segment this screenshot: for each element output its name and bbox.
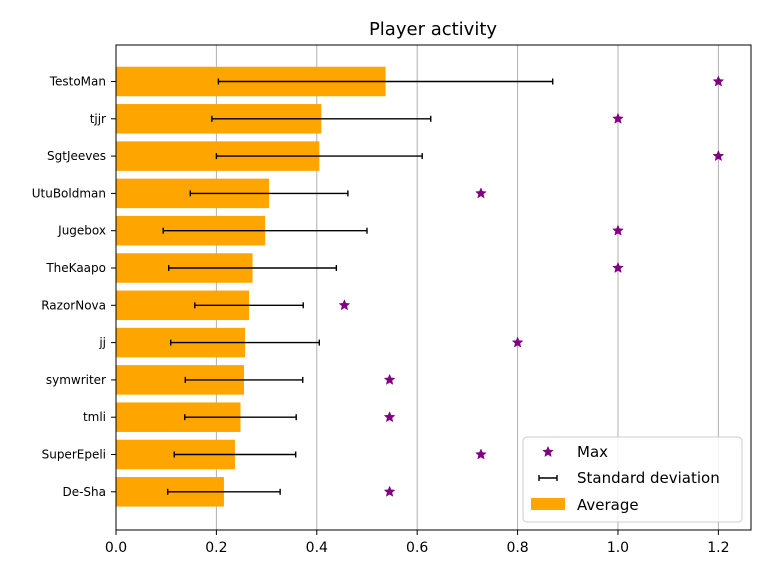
- x-tick-label: 0.2: [205, 540, 227, 556]
- plot-frame: [115, 44, 752, 531]
- stddev-errorbars: [162, 78, 554, 495]
- x-tick-label: 0.0: [105, 540, 127, 556]
- max-star-marker: [383, 485, 396, 497]
- category-label: symwriter: [46, 373, 106, 387]
- max-star-marker: [511, 336, 524, 348]
- category-label: Jugebox: [57, 224, 106, 238]
- max-star-marker: [712, 75, 725, 87]
- x-tick-label: 0.6: [406, 540, 428, 556]
- max-star-marker: [383, 411, 396, 423]
- category-label: tmli: [83, 410, 106, 424]
- category-label: SgtJeeves: [47, 149, 106, 163]
- y-axis-ticks: TestoMan tjjr SgtJeeves UtuBoldman Jugebox Th…: [32, 75, 116, 499]
- legend-label-stddev: Standard deviation: [577, 469, 720, 487]
- legend-box: [522, 436, 743, 523]
- category-label: De-Sha: [62, 485, 106, 499]
- max-markers: [338, 75, 725, 497]
- x-tick-label: 1.2: [707, 540, 729, 556]
- legend-label-max: Max: [577, 443, 608, 461]
- x-tick-label: 1.0: [607, 540, 629, 556]
- chart-title: Player activity: [369, 19, 497, 40]
- category-label: TestoMan: [49, 75, 106, 89]
- category-label: RazorNova: [41, 298, 106, 312]
- category-label: jj: [98, 336, 106, 350]
- legend-star-marker: [542, 445, 554, 457]
- category-label: tjjr: [90, 112, 106, 126]
- x-tick-label: 0.8: [506, 540, 528, 556]
- max-star-marker: [475, 187, 487, 199]
- max-star-marker: [338, 299, 351, 311]
- category-label: UtuBoldman: [32, 186, 106, 200]
- x-axis-ticks: 0.0 0.2 0.4 0.6 0.8 1.0 1.2: [105, 530, 730, 556]
- average-bars: [116, 66, 386, 507]
- category-label: TheKaapo: [45, 261, 106, 275]
- category-label: SuperEpeli: [42, 448, 106, 462]
- legend-label-average: Average: [577, 496, 639, 514]
- legend-average-swatch: [531, 498, 565, 510]
- max-star-marker: [612, 261, 624, 273]
- max-star-marker: [612, 112, 624, 124]
- legend: Max Standard deviation Average: [522, 436, 743, 523]
- max-star-marker: [712, 149, 725, 162]
- max-star-marker: [383, 373, 396, 385]
- max-star-marker: [475, 448, 487, 460]
- max-star-marker: [612, 224, 624, 236]
- x-tick-label: 0.4: [306, 540, 328, 556]
